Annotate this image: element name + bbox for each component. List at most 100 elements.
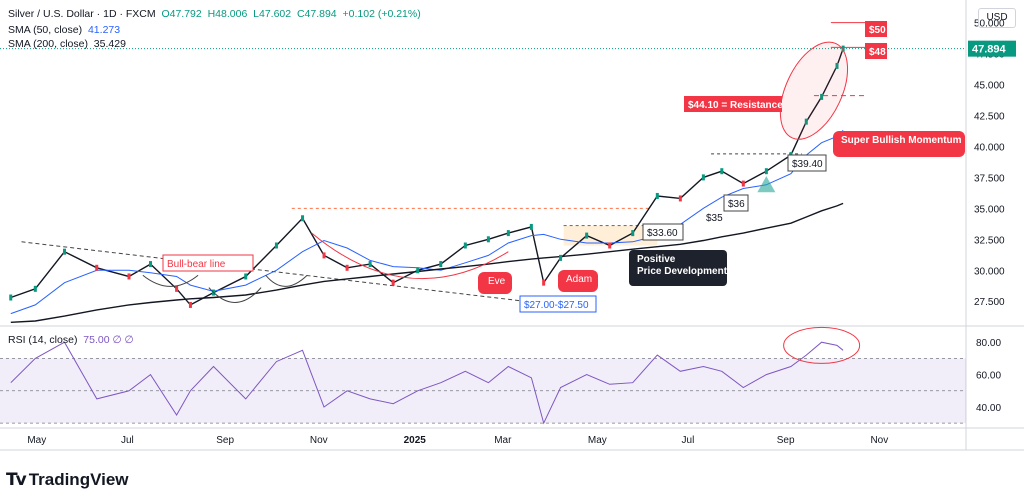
price-point <box>585 232 589 239</box>
price-point <box>439 261 443 268</box>
time-tick-label: Sep <box>216 435 234 446</box>
time-tick-label: Mar <box>494 435 512 446</box>
price-point <box>804 118 808 125</box>
label-eve: Eve <box>488 276 506 287</box>
price-point <box>678 195 682 202</box>
price-point <box>33 285 37 292</box>
rsi-overbought-ellipse <box>783 326 861 364</box>
price-point <box>655 192 659 199</box>
label-48: $48 <box>869 47 886 58</box>
last-price-label: 47.894 <box>972 44 1007 56</box>
label-bull-bear: Bull-bear line <box>167 259 226 270</box>
price-tick-label: 30.000 <box>974 266 1005 277</box>
eve-curve <box>311 232 509 280</box>
ohlc-open: O47.792 <box>161 8 202 20</box>
price-point <box>63 248 67 255</box>
price-tick-label: 40.000 <box>974 142 1005 153</box>
price-point <box>486 236 490 243</box>
sma50-line <box>10 129 844 315</box>
price-tick-label: 27.500 <box>974 297 1005 308</box>
ohlc-high: H48.006 <box>207 8 248 20</box>
shoulder-left-curve <box>142 274 199 287</box>
price-point <box>391 279 395 286</box>
rsi-line <box>10 341 844 425</box>
label-eve-box <box>478 272 512 294</box>
tradingview-logo-icon: 𝗧𝘃 <box>6 470 27 489</box>
price-point <box>542 279 546 286</box>
bull-bear-trendline <box>21 241 557 306</box>
price-point <box>529 223 533 230</box>
price-tick-label: 45.000 <box>974 81 1005 92</box>
head-curve <box>208 287 262 303</box>
sma50-legend[interactable]: SMA (50, close) 41.273 <box>8 24 120 37</box>
time-tick-label: Nov <box>310 435 328 446</box>
sma200-label: SMA (200, close) <box>8 38 88 50</box>
time-tick-label: Sep <box>777 435 795 446</box>
price-point <box>416 267 420 274</box>
label-positive: Positive <box>637 254 676 265</box>
price-point <box>274 242 278 249</box>
label-super-bullish: Super Bullish Momentum <box>841 135 962 146</box>
time-tick-label: Nov <box>870 435 888 446</box>
time-tick-label: 2025 <box>404 435 427 446</box>
price-point <box>244 273 248 280</box>
label-50-box <box>865 21 887 37</box>
time-tick-label: Jul <box>682 435 695 446</box>
label-35: $35 <box>706 213 723 224</box>
price-point <box>820 93 824 100</box>
rsi-legend[interactable]: RSI (14, close) 75.00 ∅ ∅ <box>8 334 134 346</box>
rsi-tick-label: 40.00 <box>976 403 1001 414</box>
price-change: +0.102 (+0.21%) <box>342 8 421 20</box>
price-line <box>10 48 844 306</box>
time-tick-label: May <box>27 435 46 446</box>
price-tick-label: 37.500 <box>974 173 1005 184</box>
price-tick-label: 32.500 <box>974 235 1005 246</box>
price-point <box>631 230 635 237</box>
price-point <box>322 252 326 259</box>
label-adam-box <box>558 270 598 292</box>
price-tick-label: 50.000 <box>974 19 1005 30</box>
currency-button[interactable]: USD <box>978 8 1016 28</box>
price-point <box>559 254 563 261</box>
rsi-value: 75.00 ∅ ∅ <box>83 334 134 346</box>
price-tick-label: 35.000 <box>974 204 1005 215</box>
price-tick-label: 42.500 <box>974 111 1005 122</box>
sma50-label: SMA (50, close) <box>8 24 83 36</box>
sma200-line <box>10 202 844 323</box>
up-arrow-icon <box>757 176 776 193</box>
symbol-legend: Silver / U.S. Dollar · 1D · FXCM O47.792… <box>8 8 421 21</box>
label-super-bullish-box <box>833 131 965 157</box>
price-point <box>720 168 724 175</box>
sma200-value: 35.429 <box>93 38 126 50</box>
momentum-ellipse <box>779 41 849 140</box>
price-point <box>764 168 768 175</box>
time-tick-label: Jul <box>121 435 134 446</box>
price-point <box>506 230 510 237</box>
sma200-legend[interactable]: SMA (200, close) 35.429 <box>8 38 126 51</box>
price-point <box>188 301 192 308</box>
price-point <box>301 215 305 222</box>
label-36: $36 <box>728 199 745 210</box>
time-tick-label: May <box>588 435 607 446</box>
shoulder-right-curve <box>265 274 308 287</box>
rsi-label: RSI (14, close) <box>8 334 78 346</box>
label-3940-box <box>787 154 827 172</box>
ohlc-low: L47.602 <box>253 8 292 20</box>
label-positive-box <box>629 250 727 286</box>
label-2700-box <box>519 295 597 313</box>
price-point <box>345 264 349 271</box>
label-50: $50 <box>869 25 886 36</box>
price-point <box>608 242 612 249</box>
label-3360: $33.60 <box>647 228 678 239</box>
label-4410-box <box>684 96 782 112</box>
label-3940: $39.40 <box>792 159 823 170</box>
rsi-tick-label: 80.00 <box>976 338 1001 349</box>
tradingview-logo[interactable]: 𝗧𝘃 TradingView <box>6 470 129 490</box>
price-point <box>841 45 845 52</box>
label-2700: $27.00-$27.50 <box>524 300 589 311</box>
price-point <box>127 273 131 280</box>
label-4410: $44.10 = Resistance <box>688 100 783 111</box>
symbol-name: Silver / U.S. Dollar · 1D · FXCM <box>8 8 156 20</box>
ohlc-close: C47.894 <box>296 8 337 20</box>
